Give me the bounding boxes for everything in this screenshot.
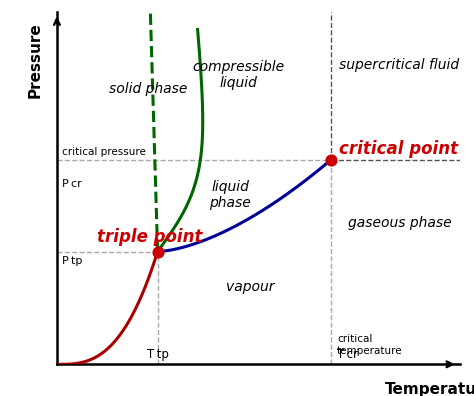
Text: critical pressure: critical pressure <box>62 147 146 157</box>
Text: supercritical fluid: supercritical fluid <box>339 58 459 72</box>
Text: solid phase: solid phase <box>109 82 188 96</box>
Text: critical point: critical point <box>339 140 458 158</box>
Text: critical
temperature: critical temperature <box>337 334 402 356</box>
Point <box>154 248 161 255</box>
Text: T cr: T cr <box>337 348 358 361</box>
Text: liquid
phase: liquid phase <box>209 180 251 210</box>
Text: gaseous phase: gaseous phase <box>347 216 451 230</box>
Point <box>327 157 335 163</box>
Text: compressible
liquid: compressible liquid <box>192 60 284 90</box>
Text: Temperature: Temperature <box>384 382 474 396</box>
Text: P cr: P cr <box>62 179 82 189</box>
Text: vapour: vapour <box>226 280 274 294</box>
Text: triple point: triple point <box>97 228 203 246</box>
Text: T tp: T tp <box>146 348 169 361</box>
Text: Pressure: Pressure <box>28 23 43 98</box>
Text: P tp: P tp <box>62 256 82 266</box>
